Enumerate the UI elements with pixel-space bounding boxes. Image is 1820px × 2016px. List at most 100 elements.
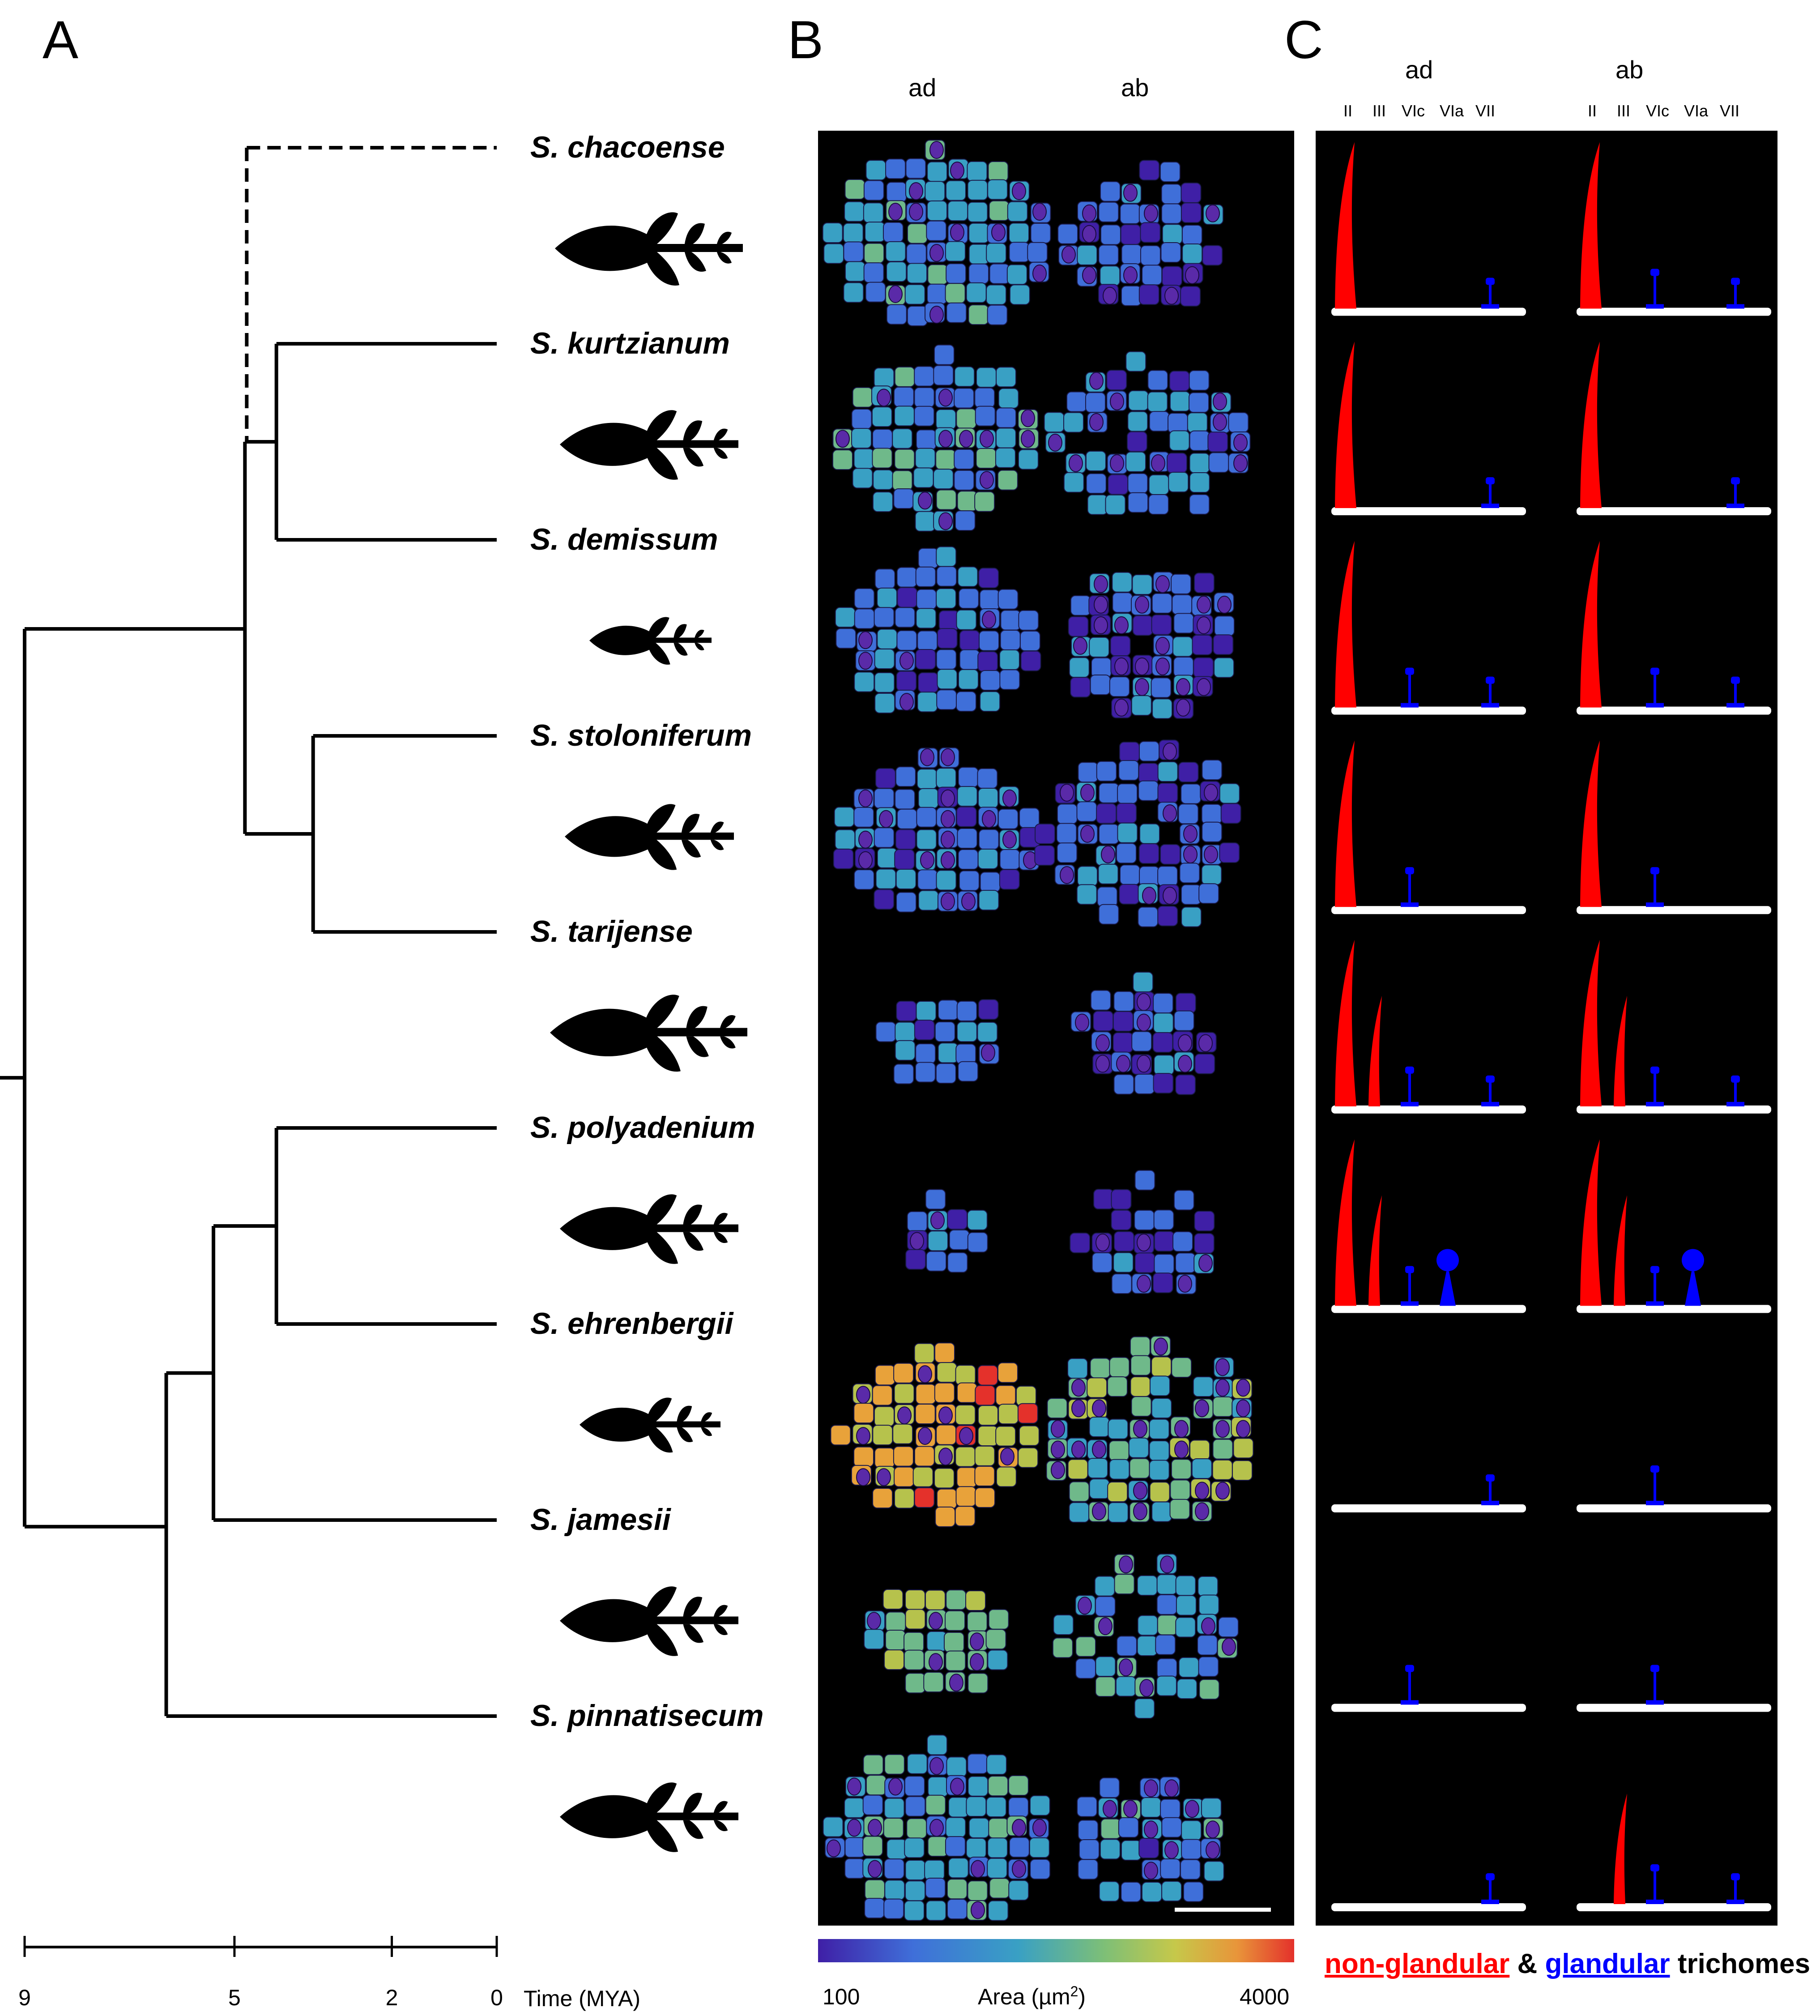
epidermal-cell — [834, 807, 855, 828]
epidermal-cell — [997, 808, 1019, 829]
species-label: S. polyadenium — [530, 1111, 755, 1145]
stoma — [899, 693, 914, 711]
epidermal-cell — [966, 1796, 987, 1817]
stoma — [1114, 616, 1129, 634]
stoma — [1174, 1420, 1189, 1438]
epidermal-cell — [1019, 1425, 1040, 1446]
epidermal-cell — [945, 1817, 966, 1838]
epidermal-cell — [978, 568, 999, 589]
trichome-stalk — [1489, 1081, 1492, 1106]
stoma — [858, 631, 873, 649]
trichome-type-VIc — [1405, 1266, 1414, 1273]
stoma — [929, 1757, 944, 1775]
epidermal-cell — [1220, 803, 1241, 824]
epidermal-cell — [1181, 884, 1202, 905]
epidermal-cell — [1016, 1385, 1037, 1406]
epidermal-cell — [844, 201, 865, 222]
epidermal-cell — [946, 1756, 967, 1777]
epidermal-cell — [975, 1385, 996, 1406]
stoma — [1021, 430, 1035, 448]
epidermal-cell — [1098, 904, 1119, 925]
stoma — [971, 1901, 985, 1919]
stoma — [1060, 866, 1074, 884]
epidermal-cell — [904, 1649, 925, 1670]
epidermal-cell — [897, 808, 918, 829]
epidermal-cell — [894, 448, 915, 470]
epidermal-cell — [1107, 1482, 1128, 1503]
epidermal-cell — [1112, 572, 1133, 593]
stoma — [950, 162, 964, 179]
epidermal-cell — [895, 789, 916, 810]
epidermal-cell — [892, 470, 913, 491]
trichome-type-VIc — [1405, 1665, 1414, 1672]
epidermal-cell — [1127, 411, 1148, 432]
epidermal-cell — [956, 1467, 977, 1488]
trichome-base — [1726, 504, 1744, 508]
stoma — [961, 892, 976, 910]
abaxial-cell-map — [1070, 971, 1217, 1095]
epidermal-cell — [976, 367, 997, 388]
epidermal-cell — [1100, 265, 1121, 286]
stoma — [1164, 1841, 1179, 1859]
stoma — [1098, 1617, 1112, 1636]
epidermal-cell — [1098, 863, 1119, 884]
epidermal-cell — [1096, 761, 1117, 782]
epidermal-cell — [987, 1837, 1008, 1858]
trichome-stalk — [1654, 872, 1656, 906]
leaf-silhouette — [580, 1397, 720, 1453]
trichome-stalk — [1408, 1670, 1411, 1704]
stoma — [1195, 1502, 1209, 1521]
epidermal-cell — [1161, 266, 1182, 287]
epidermal-cell — [894, 1466, 915, 1487]
epidermal-cell — [1155, 1634, 1176, 1655]
epidermal-cell — [1090, 1358, 1111, 1379]
epidermal-cell — [1156, 1658, 1177, 1679]
epidermal-cell — [954, 388, 975, 409]
epidermal-cell — [884, 1798, 905, 1819]
epidermal-cell — [1154, 1254, 1175, 1275]
abaxial-cell-map — [1052, 1553, 1239, 1719]
stoma — [1119, 1658, 1133, 1677]
epidermal-cell — [968, 263, 989, 284]
epidermal-cell — [916, 769, 938, 790]
epidermal-cell — [1181, 224, 1202, 245]
epidermal-cell — [1111, 1273, 1132, 1294]
epidermal-cell — [936, 649, 957, 670]
epidermal-cell — [966, 282, 987, 303]
stoma — [1236, 1399, 1250, 1418]
stoma — [847, 1819, 861, 1837]
epidermal-cell — [925, 1794, 946, 1815]
stoma — [1137, 1234, 1151, 1252]
epidermal-cell — [1006, 264, 1027, 285]
epidermal-cell — [1091, 1252, 1112, 1273]
trichome-type-header: VII — [1720, 102, 1739, 120]
stoma — [1178, 1275, 1192, 1293]
stoma — [1144, 204, 1158, 222]
stoma — [909, 182, 923, 200]
epidermal-cell — [1008, 1797, 1029, 1818]
epidermal-cell — [1228, 412, 1249, 433]
epidermal-cell — [1077, 244, 1098, 265]
adaxial-cell-map — [822, 140, 1051, 326]
epidermal-cell — [989, 1878, 1010, 1899]
epidermal-cell — [1161, 203, 1182, 224]
stoma — [918, 1427, 932, 1445]
epidermal-cell — [974, 1445, 995, 1466]
trichome-stalk — [1489, 283, 1492, 308]
epidermal-cell — [935, 1506, 956, 1527]
trichome-type-headers: II III VIc VIa VII II III VIc VIa VII — [1343, 102, 1739, 120]
epidermal-cell — [1100, 1839, 1121, 1860]
stoma — [847, 1777, 861, 1796]
epidermal-cell — [916, 589, 937, 610]
epidermal-cell — [998, 388, 1019, 409]
abaxial-trichome-panel — [1577, 142, 1771, 316]
epidermal-cell — [1171, 573, 1192, 594]
epidermal-cell — [948, 1797, 969, 1818]
epidermal-cell — [1108, 1440, 1130, 1461]
epidermal-cell — [1157, 905, 1178, 927]
epidermal-cell — [874, 649, 895, 670]
trichome-stalk — [1734, 283, 1737, 308]
stoma — [1236, 1379, 1250, 1397]
trichome-type-III — [1368, 1195, 1382, 1306]
epidermal-cell — [996, 367, 1017, 388]
